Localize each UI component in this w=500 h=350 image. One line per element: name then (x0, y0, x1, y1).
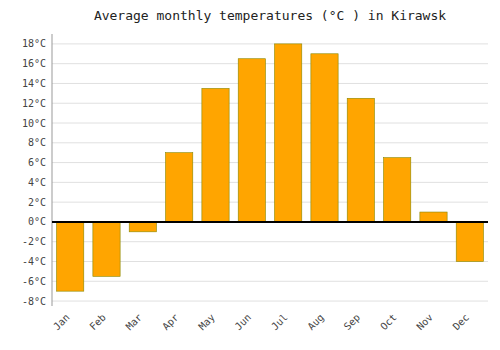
title: Average monthly temperatures (°C ) in Ki… (94, 8, 446, 23)
grid-line (52, 43, 488, 44)
grid-line (52, 202, 488, 203)
x-tick-label: Sep (342, 312, 363, 333)
grid-line (52, 123, 488, 124)
y-tick-label: 10°C (22, 118, 46, 129)
grid-line (52, 281, 488, 282)
y-tick-label: -4°C (22, 256, 46, 267)
grid-line (52, 142, 488, 143)
grid-line (52, 103, 488, 104)
x-tick-label: May (196, 312, 217, 333)
x-tick-label: Feb (87, 312, 108, 333)
bar (166, 153, 193, 222)
y-tick-label: 4°C (28, 177, 46, 188)
bar (275, 44, 302, 222)
bar (57, 222, 84, 291)
bar (420, 212, 447, 222)
bar (347, 98, 374, 222)
y-tick-label: 18°C (22, 38, 46, 49)
chart: Average monthly temperatures (°C ) in Ki… (0, 0, 500, 350)
y-tick-label: -8°C (22, 296, 46, 307)
x-tick-label: Nov (414, 312, 435, 333)
x-tick-label: Jan (51, 312, 72, 333)
y-tick-label: 0°C (28, 216, 46, 227)
x-tick-label: Apr (160, 312, 181, 333)
bar (311, 54, 338, 222)
grid-line (52, 63, 488, 64)
bar (384, 158, 411, 222)
bar (202, 88, 229, 222)
bars (57, 44, 484, 291)
x-tick-label: Mar (124, 312, 145, 333)
y-tick-label: 12°C (22, 98, 46, 109)
y-tick-label: -2°C (22, 236, 46, 247)
x-tick-label: Dec (451, 312, 472, 333)
y-tick-label: 16°C (22, 58, 46, 69)
grid-line (52, 162, 488, 163)
y-tick-label: 8°C (28, 137, 46, 148)
bar (129, 222, 156, 232)
grid-line (52, 221, 488, 222)
grid-line (52, 301, 488, 302)
x-tick-label: Aug (305, 312, 326, 333)
y-tick-label: 14°C (22, 78, 46, 89)
x-tick-label: Oct (378, 312, 399, 333)
bar (238, 59, 265, 222)
grid-line (52, 182, 488, 183)
grid-line (52, 83, 488, 84)
x-tick-label: Jul (269, 312, 290, 333)
x-tick-label: Jun (233, 312, 254, 333)
zero-line (52, 221, 488, 223)
y-tick-label: 2°C (28, 197, 46, 208)
y-tick-label: -6°C (22, 276, 46, 287)
y-axis: -8°C -6°C -4°C -2°C 0°C 2°C 4°C 6°C 8°C 10°C 12°C 1… (22, 38, 488, 306)
y-axis-line (52, 34, 53, 306)
x-axis: Jan Feb Mar Apr May Jun Jul Aug Sep Oct Nov Dec (51, 312, 471, 333)
bar (456, 222, 483, 262)
y-tick-label: 6°C (28, 157, 46, 168)
bar (93, 222, 120, 276)
